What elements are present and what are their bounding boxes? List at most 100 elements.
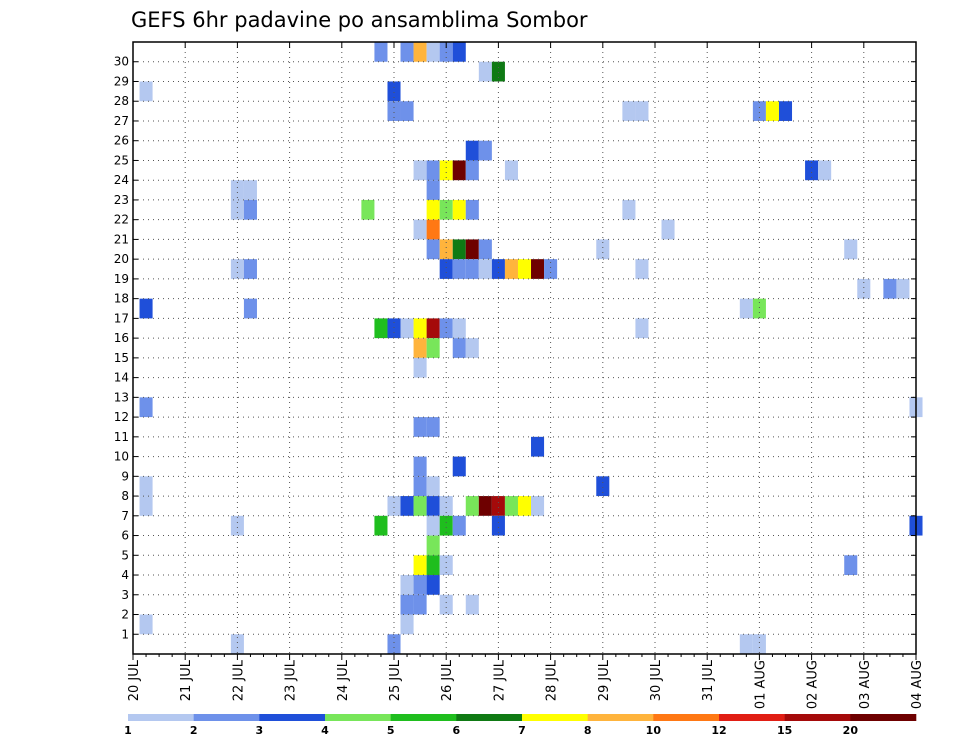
- heatmap-cell: [504, 160, 518, 181]
- heatmap-cell: [230, 515, 244, 536]
- heatmap-cell: [426, 199, 440, 220]
- heatmap-cell: [452, 456, 466, 477]
- heatmap-cell: [139, 397, 153, 418]
- colorbar-swatch: [390, 714, 457, 721]
- y-tick-label: 9: [121, 469, 129, 483]
- y-tick-label: 2: [121, 608, 129, 622]
- heatmap-cell: [465, 259, 479, 279]
- heatmap-cell: [426, 535, 440, 556]
- chart-title: GEFS 6hr padavine po ansamblima Sombor: [131, 8, 588, 32]
- heatmap-cell: [452, 515, 466, 536]
- heatmap-cell: [622, 199, 636, 220]
- heatmap-cell: [622, 101, 636, 121]
- heatmap-cell: [400, 318, 414, 339]
- x-tick-label: 27 JUL: [492, 659, 507, 701]
- y-tick-label: 16: [114, 331, 129, 345]
- y-tick-label: 4: [121, 568, 129, 582]
- y-tick-label: 15: [114, 351, 129, 365]
- x-tick-label: 02 AUG: [806, 660, 821, 709]
- heatmap-cell: [452, 338, 466, 358]
- x-tick-labels: 20 JUL 21 JUL 22 JUL 23 JUL 24 JUL 25 JUL 26 J…: [127, 659, 925, 709]
- heatmap-cell: [504, 259, 518, 279]
- colorbar-label: 8: [584, 724, 592, 737]
- heatmap-cell: [426, 180, 440, 200]
- x-tick-label: 03 AUG: [858, 660, 873, 709]
- heatmap-cell: [413, 476, 427, 497]
- heatmap-cell: [426, 515, 440, 536]
- heatmap-cell: [857, 278, 871, 299]
- heatmap-cell: [805, 160, 819, 181]
- heatmap-cell: [478, 239, 492, 260]
- colorbar-swatch: [719, 714, 785, 721]
- heatmap-cell: [752, 101, 766, 121]
- y-tick-label: 21: [114, 232, 129, 246]
- heatmap-cell: [491, 259, 505, 279]
- heatmap-cell: [426, 496, 440, 516]
- grid-lines: [133, 42, 916, 654]
- heatmap-cell: [413, 338, 427, 358]
- heatmap-cell: [739, 634, 753, 654]
- x-tick-label: 24 JUL: [336, 659, 351, 701]
- heatmap-cell: [478, 61, 492, 82]
- colorbar: 1 2 3 4 5 6 7 8 10 12 15 20: [124, 714, 917, 737]
- colorbar-swatch: [784, 714, 851, 721]
- x-tick-label: 30 JUL: [649, 659, 664, 701]
- y-tick-label: 10: [114, 450, 129, 464]
- heatmap-cell: [387, 634, 401, 654]
- heatmap-cell: [374, 318, 388, 339]
- y-tick-label: 30: [114, 55, 129, 69]
- heatmap-cell: [491, 496, 505, 516]
- heatmap-cell: [230, 259, 244, 279]
- heatmap-cell: [426, 417, 440, 437]
- y-tick-label: 11: [114, 430, 129, 444]
- heatmap-cell: [465, 338, 479, 358]
- heatmap-cell: [139, 614, 153, 635]
- heatmap-cell: [139, 81, 153, 102]
- y-tick-label: 8: [121, 489, 129, 503]
- heatmap-cell: [400, 42, 414, 62]
- heatmap-cell: [844, 239, 858, 260]
- heatmap-cell: [752, 298, 766, 319]
- heatmap-cell: [439, 555, 453, 576]
- heatmap-cell: [531, 259, 545, 279]
- heatmap-cell: [661, 219, 675, 240]
- heatmap-cell: [778, 101, 793, 121]
- x-tick-label: 20 JUL: [127, 659, 142, 701]
- heatmap-cell: [452, 239, 466, 260]
- x-tick-label: 21 JUL: [179, 659, 194, 701]
- x-tick-label: 23 JUL: [284, 659, 299, 701]
- axis-ticks: [132, 42, 917, 660]
- heatmap-cell: [896, 278, 910, 299]
- heatmap-cell: [491, 515, 505, 536]
- colorbar-label: 15: [777, 724, 792, 737]
- colorbar-swatch: [128, 714, 194, 721]
- y-tick-label: 13: [114, 390, 129, 404]
- heatmap-cell: [230, 634, 244, 654]
- colorbar-swatch: [325, 714, 391, 721]
- heatmap-cell: [517, 496, 532, 516]
- heatmap-cell: [413, 42, 427, 62]
- heatmap-cell: [230, 180, 244, 200]
- heatmap-cell: [635, 318, 649, 339]
- heatmap-cell: [413, 456, 427, 477]
- colorbar-label: 20: [843, 724, 859, 737]
- heatmap-cell: [765, 101, 779, 121]
- x-tick-label: 04 AUG: [910, 660, 925, 709]
- y-tick-label: 1: [121, 627, 129, 641]
- heatmap-cell: [413, 160, 427, 181]
- heatmap-cell: [439, 496, 453, 516]
- colorbar-swatch: [193, 714, 260, 721]
- y-tick-label: 25: [114, 153, 129, 167]
- heatmap-cell: [439, 259, 453, 279]
- heatmap-cell: [400, 496, 414, 516]
- heatmap-cell: [413, 357, 427, 378]
- heatmap-cell: [439, 42, 453, 62]
- colorbar-swatch: [456, 714, 523, 721]
- heatmap-cell: [439, 199, 453, 220]
- heatmap-cell: [452, 160, 466, 181]
- heatmap-cell: [478, 140, 492, 161]
- heatmap-cell: [478, 496, 492, 516]
- heatmap-cell: [465, 594, 479, 615]
- heatmap-cell: [243, 199, 257, 220]
